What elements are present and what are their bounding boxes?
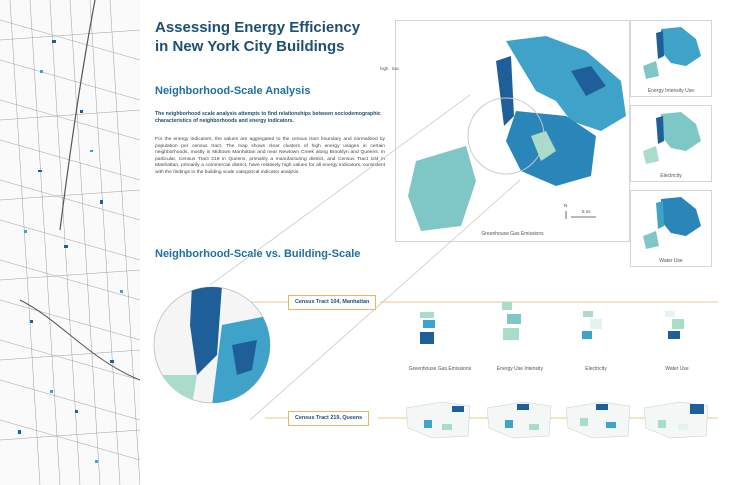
legend-low-label: low [392, 66, 399, 71]
ghg-choropleth-map [381, 36, 626, 231]
tract104-thumb-water [660, 305, 695, 352]
small-map-caption: Energy Intensity Use [647, 88, 695, 94]
zoom-map-circle [153, 286, 271, 404]
small-map-caption: Water Use [659, 258, 683, 264]
small-map-electricity: Electricity [630, 105, 712, 182]
indicator-caption-water: Water Use [665, 366, 689, 372]
legend-high-label: high [380, 66, 389, 71]
tract219-thumb-electricity [562, 398, 634, 445]
tract219-thumb-water [640, 398, 712, 445]
scale-label: 5 mi [582, 209, 591, 214]
indicator-caption-eui: Energy Use Intensity [496, 366, 544, 372]
title-line-1: Assessing Energy Efficiency [155, 19, 361, 36]
tract-label-219: Census Tract 219, Queens [288, 411, 370, 426]
small-map-energy-intensity: Energy Intensity Use [630, 20, 712, 97]
neighborhood-lead: The neighborhood scale analysis attempts… [155, 111, 381, 124]
neighborhood-body: For the energy indicators, the values ar… [155, 137, 385, 175]
map-region-bronx-queens [506, 36, 626, 131]
neighborhood-heading: Neighborhood-Scale Analysis [155, 85, 311, 97]
map-region-manhattan [496, 56, 514, 126]
page-title: Assessing Energy Efficiency in New York … [155, 18, 395, 56]
main-map-caption: Greenhouse Gas Emissions [481, 231, 544, 237]
city-street-map-strip [0, 0, 140, 485]
tract219-thumb-ghg [402, 398, 474, 445]
zoom-circle [467, 97, 545, 175]
title-line-2: in New York City Buildings [155, 38, 345, 55]
tract-label-104: Census Tract 104, Manhattan [288, 295, 377, 310]
map-region-staten-island [408, 146, 476, 231]
tract104-thumb-eui [497, 300, 532, 350]
ghg-main-map-panel: high low N 5 mi Greenhouse Gas Emissions [380, 20, 630, 242]
small-map-caption: Electricity [660, 173, 682, 179]
small-map-water-use: Water Use [630, 190, 712, 267]
tract104-thumb-electricity [578, 305, 613, 352]
tract219-thumb-eui [483, 398, 555, 445]
north-label: N [564, 203, 568, 208]
comparison-heading: Neighborhood-Scale vs. Building-Scale [155, 248, 361, 260]
indicator-caption-electricity: Electricity [585, 366, 607, 372]
tract104-thumb-ghg [415, 310, 450, 357]
indicator-caption-ghg: Greenhouse Gas Emissions [408, 366, 472, 372]
